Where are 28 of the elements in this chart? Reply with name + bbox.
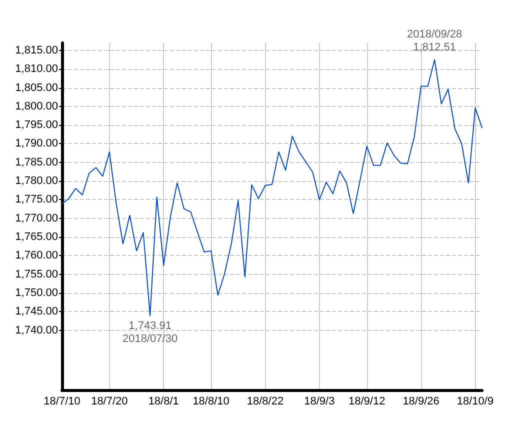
y-tick-label: 1,780.00	[15, 175, 58, 188]
x-tick-label: 18/8/22	[246, 396, 284, 408]
y-tick-label: 1,800.00	[15, 100, 58, 112]
y-tick-label: 1,785.00	[15, 156, 58, 168]
x-tick-label: 18/7/10	[44, 396, 80, 408]
y-tick-label: 1,765.00	[15, 231, 58, 244]
x-tick-label: 18/9/12	[348, 396, 386, 408]
y-tick-label: 1,775.00	[15, 194, 58, 206]
y-tick-label: 1,760.00	[15, 250, 58, 262]
y-tick-label: 1,755.00	[15, 268, 58, 280]
line-series	[62, 59, 482, 316]
y-tick-label: 1,740.00	[15, 324, 58, 336]
y-tick-label: 1,795.00	[15, 119, 58, 132]
y-tick-label: 1,805.00	[15, 82, 58, 94]
annotation: 2018/09/28 1,812.51	[407, 28, 462, 54]
x-tick-label: 18/7/20	[91, 396, 128, 408]
y-tick-label: 1,815.00	[15, 44, 58, 56]
y-tick-label: 1,790.00	[15, 138, 58, 150]
x-tick-label: 18/10/9	[456, 396, 494, 408]
y-tick-label: 1,770.00	[15, 212, 58, 224]
x-tick-label: 18/9/3	[304, 396, 335, 408]
annotation: 1,743.91 2018/07/30	[122, 320, 178, 346]
y-tick-label: 1,810.00	[15, 63, 58, 76]
x-tick-label: 18/8/1	[148, 396, 179, 408]
y-tick-label: 1,750.00	[15, 286, 58, 299]
x-tick-label: 18/8/10	[192, 396, 230, 408]
y-tick-label: 1,745.00	[15, 306, 58, 318]
x-tick-label: 18/9/26	[402, 396, 440, 408]
